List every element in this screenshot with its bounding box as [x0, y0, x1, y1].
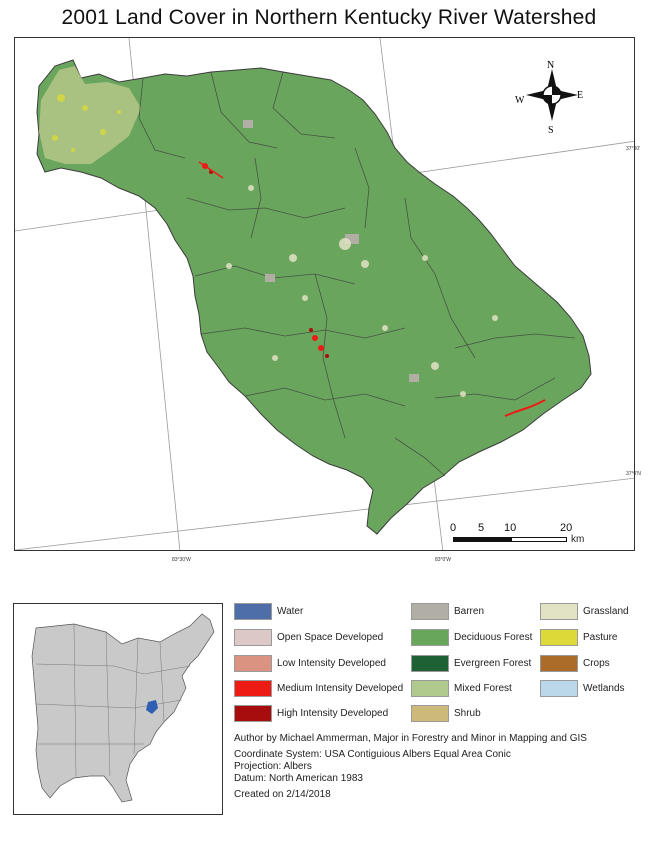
legend-swatch-crops: [540, 655, 578, 672]
longitude-label-left: 83°30'W: [172, 557, 191, 563]
legend-item-barren: Barren: [411, 603, 484, 620]
legend-label-high-intensity-developed: High Intensity Developed: [277, 708, 389, 719]
legend: Water Open Space Developed Low Intensity…: [234, 603, 644, 723]
legend-item-low-intensity-developed: Low Intensity Developed: [234, 655, 386, 672]
legend-item-mixed-forest: Mixed Forest: [411, 680, 512, 697]
watershed-map-svg: N S E W: [15, 38, 634, 550]
legend-label-shrub: Shrub: [454, 708, 481, 719]
legend-swatch-wetlands: [540, 680, 578, 697]
legend-item-crops: Crops: [540, 655, 610, 672]
scale-unit: km: [571, 534, 585, 545]
watershed-area: [36, 59, 592, 535]
legend-label-wetlands: Wetlands: [583, 683, 625, 694]
state-lines: [35, 623, 191, 777]
map-title: 2001 Land Cover in Northern Kentucky Riv…: [61, 6, 597, 29]
legend-swatch-barren: [411, 603, 449, 620]
datum-text: Datum: North American 1983: [234, 773, 363, 784]
legend-swatch-pasture: [540, 629, 578, 646]
latitude-label-lower: 37°0'N: [626, 471, 641, 477]
eastern-us-outline: [31, 613, 215, 803]
legend-swatch-low-intensity-developed: [234, 655, 272, 672]
inset-map-svg: [31, 613, 215, 803]
legend-swatch-medium-intensity-developed: [234, 680, 272, 697]
grassland-speckles: [226, 185, 498, 397]
legend-label-grassland: Grassland: [583, 606, 629, 617]
scale-bar-filled: [453, 537, 511, 542]
legend-label-crops: Crops: [583, 658, 610, 669]
coordinate-system-text: Coordinate System: USA Contiguious Alber…: [234, 749, 511, 760]
legend-label-water: Water: [277, 606, 304, 617]
scale-bar: 0 5 10 20 km: [445, 522, 585, 546]
legend-label-barren: Barren: [454, 606, 485, 617]
north-arrow: N S E W: [515, 60, 583, 136]
latitude-label-upper: 37°30': [626, 146, 641, 152]
watershed-location: [146, 700, 158, 714]
legend-item-shrub: Shrub: [411, 705, 481, 722]
legend-item-medium-intensity-developed: Medium Intensity Developed: [234, 680, 403, 697]
legend-item-pasture: Pasture: [540, 629, 617, 646]
legend-label-evergreen-forest: Evergreen Forest: [454, 658, 532, 669]
subwatershed-boundaries: [138, 71, 576, 477]
compass-w: W: [515, 95, 525, 106]
author-text: Author by Michael Ammerman, Major in For…: [234, 733, 587, 744]
main-map[interactable]: N S E W: [14, 37, 635, 551]
legend-item-water: Water: [234, 603, 303, 620]
legend-label-deciduous-forest: Deciduous Forest: [454, 632, 533, 643]
legend-swatch-evergreen-forest: [411, 655, 449, 672]
northwest-pasture-area: [39, 66, 141, 164]
legend-swatch-open-space-developed: [234, 629, 272, 646]
projection-text: Projection: Albers: [234, 761, 312, 772]
scale-bar-empty: [511, 537, 567, 542]
pasture-speckles: [52, 94, 121, 152]
legend-swatch-shrub: [411, 705, 449, 722]
legend-item-evergreen-forest: Evergreen Forest: [411, 655, 531, 672]
legend-swatch-deciduous-forest: [411, 629, 449, 646]
developed-patches: [198, 120, 546, 417]
legend-item-open-space-developed: Open Space Developed: [234, 629, 383, 646]
scale-label-5: 5: [478, 522, 485, 534]
compass-e: E: [577, 90, 583, 101]
scale-label-20: 20: [560, 522, 573, 534]
legend-swatch-mixed-forest: [411, 680, 449, 697]
scale-label-0: 0: [450, 522, 457, 534]
legend-item-grassland: Grassland: [540, 603, 629, 620]
legend-label-medium-intensity-developed: Medium Intensity Developed: [277, 683, 404, 694]
compass-s: S: [548, 125, 554, 136]
legend-label-open-space-developed: Open Space Developed: [277, 632, 384, 643]
inset-map[interactable]: [13, 603, 223, 815]
legend-item-high-intensity-developed: High Intensity Developed: [234, 705, 388, 722]
legend-label-low-intensity-developed: Low Intensity Developed: [277, 658, 386, 669]
legend-item-wetlands: Wetlands: [540, 680, 625, 697]
legend-item-deciduous-forest: Deciduous Forest: [411, 629, 532, 646]
legend-swatch-high-intensity-developed: [234, 705, 272, 722]
legend-label-pasture: Pasture: [583, 632, 618, 643]
scale-label-10: 10: [504, 522, 517, 534]
legend-swatch-water: [234, 603, 272, 620]
map-credits: Author by Michael Ammerman, Major in For…: [234, 733, 644, 801]
legend-swatch-grassland: [540, 603, 578, 620]
compass-n: N: [547, 60, 554, 71]
created-date-text: Created on 2/14/2018: [234, 789, 331, 800]
legend-label-mixed-forest: Mixed Forest: [454, 683, 512, 694]
longitude-label-right: 83°0'W: [435, 557, 452, 563]
